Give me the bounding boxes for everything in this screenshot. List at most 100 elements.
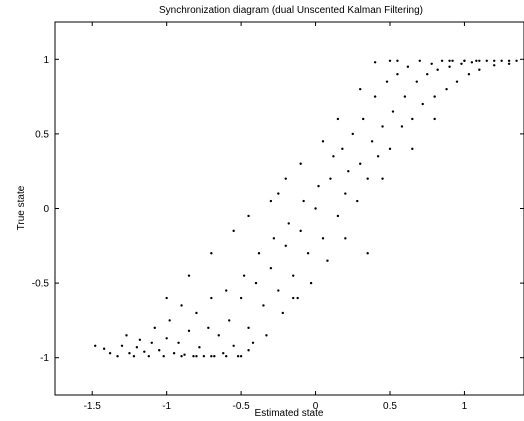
scatter-point: [287, 222, 290, 225]
scatter-point: [172, 352, 176, 355]
scatter-point: [381, 177, 384, 180]
chart-title: Synchronization diagram (dual Unscented …: [159, 5, 423, 16]
scatter-point: [370, 140, 374, 143]
scatter-point: [421, 102, 424, 106]
scatter-point: [406, 65, 410, 68]
scatter-point: [213, 355, 216, 358]
scatter-point: [232, 344, 235, 347]
scatter-point: [143, 350, 146, 353]
scatter-point: [329, 177, 332, 180]
scatter-point: [359, 87, 362, 91]
scatter-point: [326, 259, 329, 262]
scatter-point: [135, 346, 139, 349]
scatter-point: [366, 177, 369, 180]
scatter-point: [336, 214, 340, 218]
x-tick-label: 0.5: [383, 401, 397, 412]
scatter-point: [351, 132, 354, 136]
scatter-point: [299, 229, 302, 233]
scatter-point: [281, 311, 284, 315]
scatter-point: [366, 252, 369, 255]
scatter-point: [448, 65, 451, 68]
scatter-point: [125, 334, 128, 337]
x-axis-label: Estimated state: [255, 408, 324, 419]
scatter-point: [344, 237, 347, 240]
scatter-point: [385, 80, 389, 83]
scatter-point: [292, 274, 295, 277]
scatter-point: [102, 347, 106, 350]
scatter-point: [257, 252, 261, 255]
scatter-point: [388, 147, 392, 151]
scatter-point: [356, 199, 359, 203]
scatter-point: [321, 140, 325, 143]
scatter-point: [341, 147, 344, 151]
scatter-point: [388, 59, 392, 62]
scatter-point: [120, 344, 124, 347]
scatter-point: [373, 61, 377, 64]
y-tick-label: 0: [43, 204, 49, 215]
scatter-points: [94, 59, 518, 358]
scatter-point: [321, 237, 325, 240]
scatter-point: [165, 296, 168, 300]
scatter-point: [403, 95, 407, 98]
y-tick-label: 1: [43, 55, 49, 66]
scatter-point: [451, 59, 454, 62]
scatter-point: [336, 117, 340, 121]
scatter-point: [232, 229, 235, 233]
scatter-point: [445, 87, 448, 91]
scatter-point: [150, 341, 153, 344]
scatter-point: [440, 59, 444, 62]
scatter-point: [460, 62, 463, 65]
scatter-point: [158, 349, 161, 352]
scatter-point: [195, 311, 198, 315]
scatter-point: [317, 184, 320, 188]
scatter-point: [396, 73, 399, 76]
scatter-point: [507, 62, 511, 65]
scatter-point: [198, 346, 201, 349]
scatter-point: [251, 341, 255, 344]
scatter-point: [415, 80, 418, 83]
scatter-point: [269, 199, 273, 203]
scatter-point: [400, 125, 404, 128]
scatter-point: [180, 355, 183, 358]
scatter-point: [272, 237, 276, 240]
scatter-point: [116, 355, 119, 358]
scatter-point: [430, 62, 433, 65]
scatter-point: [168, 319, 171, 322]
scatter-point: [426, 73, 429, 76]
scatter-point: [210, 252, 213, 255]
scatter-point: [344, 192, 347, 195]
y-axis: -1 -0.5 0 0.5 1: [32, 55, 524, 364]
scatter-point: [296, 296, 299, 300]
scatter-point: [292, 296, 295, 300]
scatter-point: [247, 349, 250, 352]
scatter-point: [332, 155, 335, 158]
x-tick-label: -1.5: [84, 401, 102, 412]
scatter-point: [180, 304, 183, 307]
scatter-point: [475, 59, 478, 62]
scatter-point: [347, 170, 350, 173]
x-axis: -1.5 -1 -0.5 0 0.5 1: [84, 22, 468, 412]
scatter-point: [217, 334, 220, 337]
x-tick-label: -1: [162, 401, 171, 412]
scatter-point: [309, 281, 313, 285]
scatter-point: [493, 64, 496, 67]
scatter-point: [265, 334, 268, 337]
scatter-point: [391, 110, 395, 113]
scatter-point: [411, 117, 414, 121]
scatter-point: [463, 59, 466, 62]
scatter-point: [247, 326, 250, 330]
x-tick-label: 1: [462, 401, 468, 412]
scatter-point: [478, 68, 481, 71]
scatter-point: [239, 355, 243, 358]
scatter-point: [183, 353, 186, 356]
scatter-point: [147, 355, 150, 358]
scatter-point: [187, 329, 191, 333]
scatter-point: [192, 355, 195, 358]
scatter-point: [210, 355, 213, 358]
scatter-point: [418, 59, 421, 62]
scatter-point: [138, 338, 142, 341]
scatter-point: [284, 244, 287, 247]
x-tick-label: 0: [313, 401, 319, 412]
scatter-point: [239, 296, 243, 300]
